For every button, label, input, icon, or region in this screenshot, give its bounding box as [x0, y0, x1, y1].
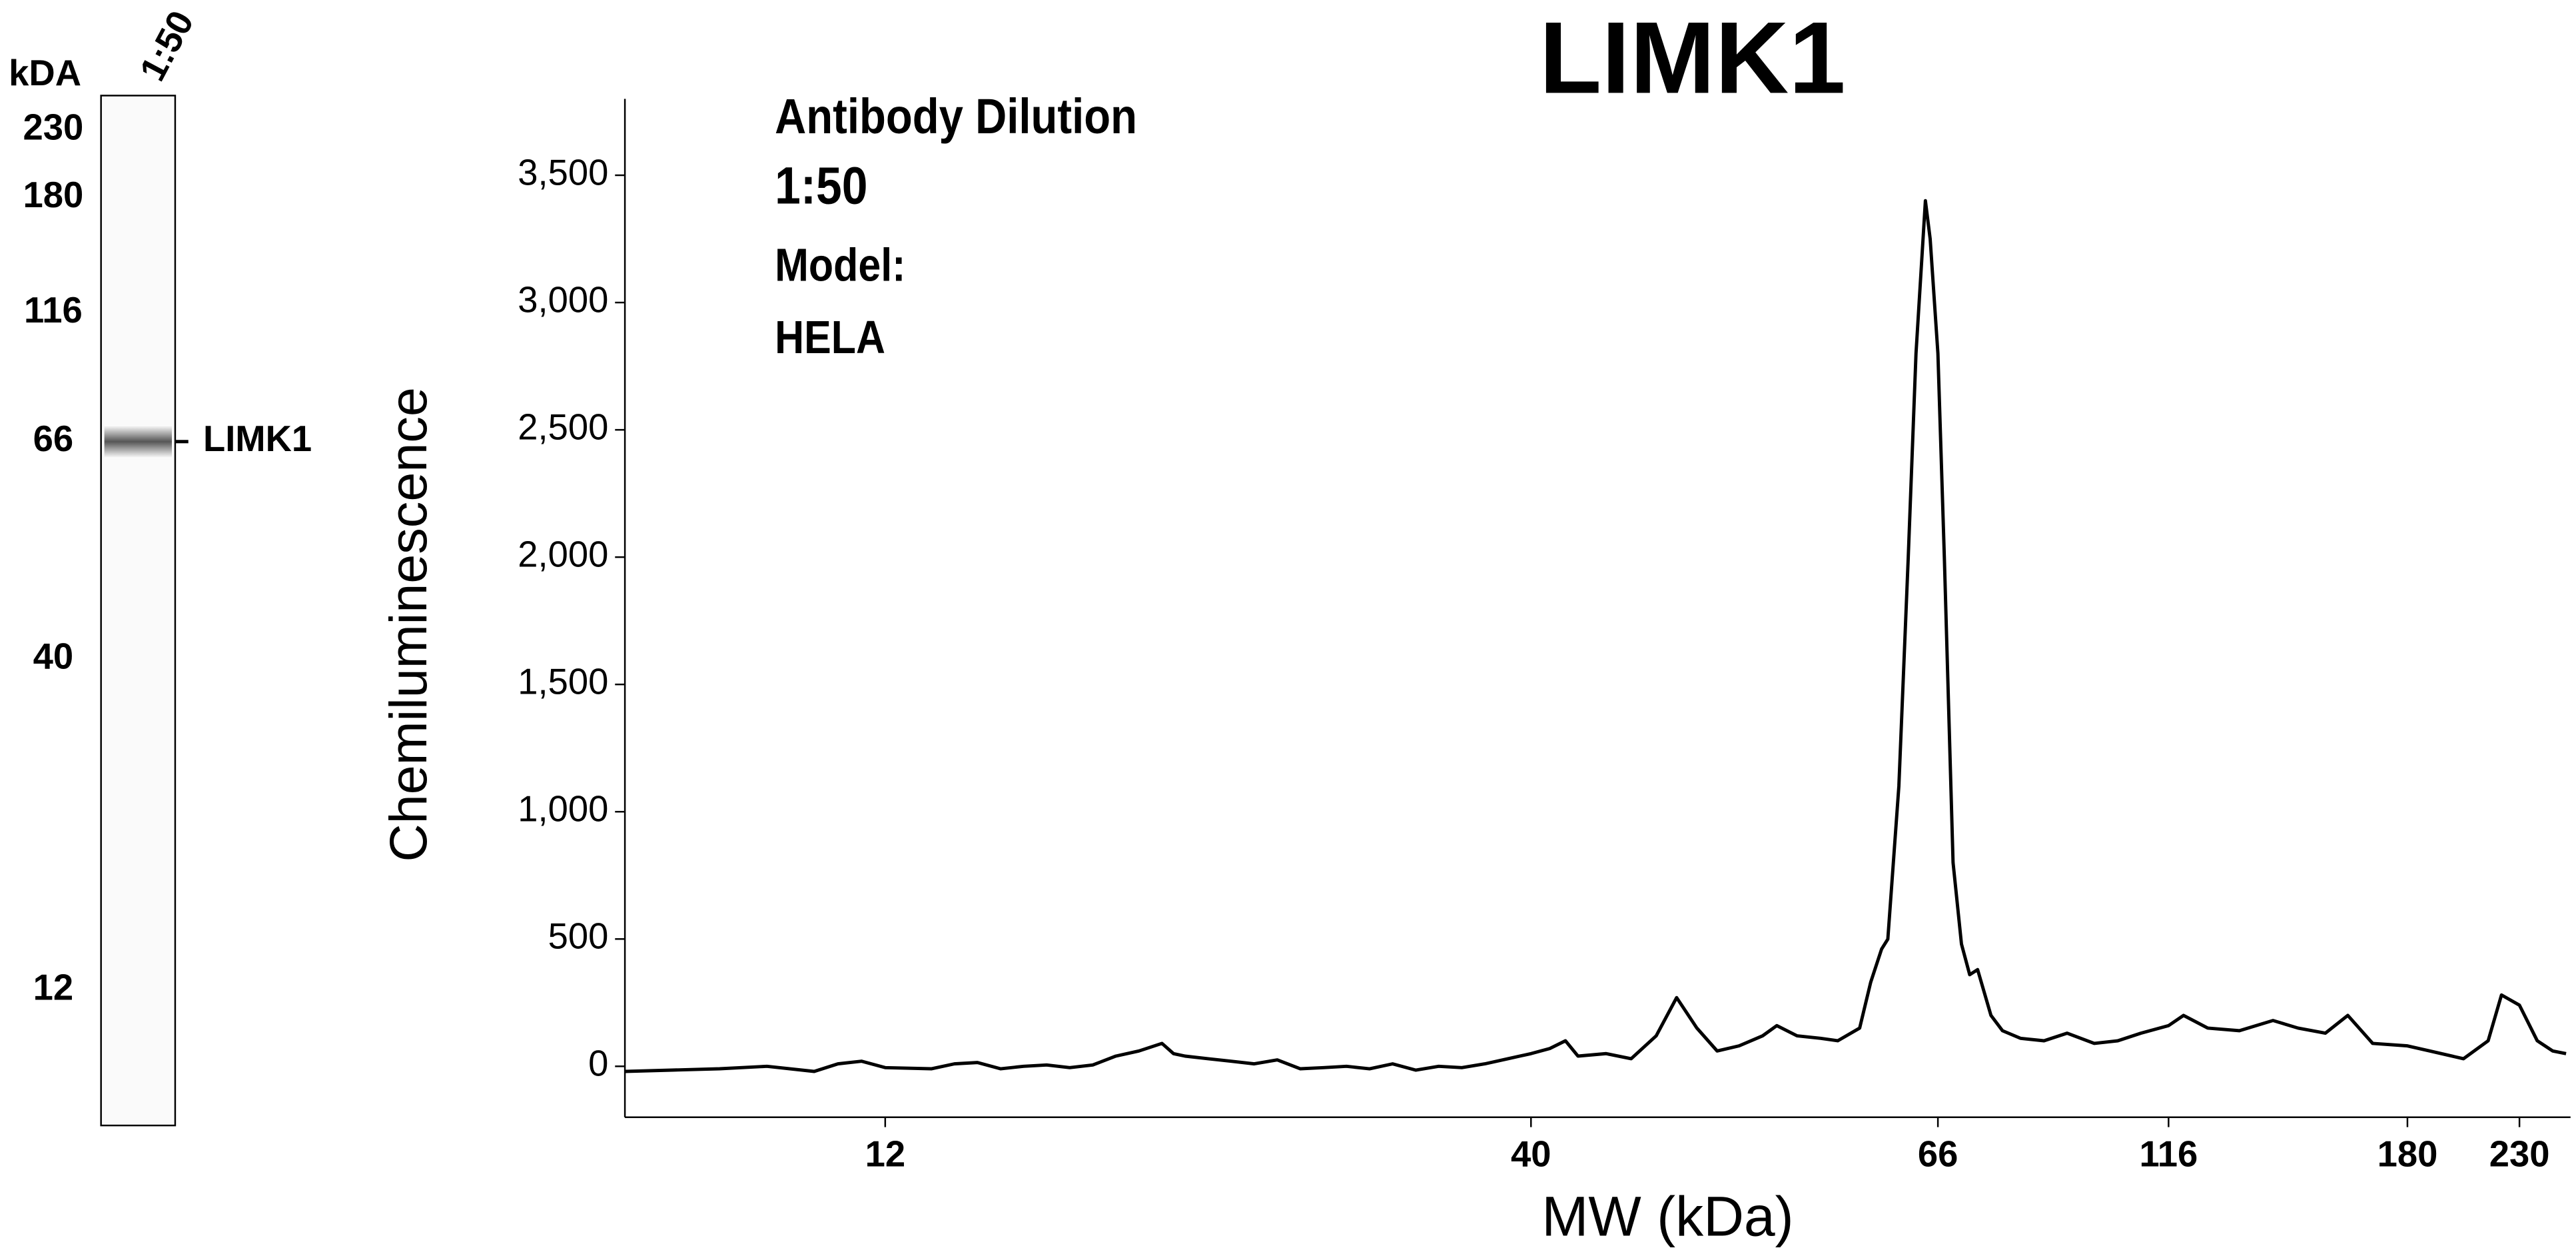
x-axis-label: MW (kDa)	[1541, 1185, 1793, 1248]
trace-line	[625, 199, 2567, 1073]
band-label: LIMK1	[203, 418, 312, 459]
marker-label: 230	[23, 107, 84, 148]
marker-label: 66	[33, 418, 74, 459]
kda-label: kDA	[9, 53, 81, 93]
annotation: Antibody Dilution	[775, 89, 1137, 144]
y-tick-label: 3,500	[518, 152, 608, 193]
lane-label: 1:50	[132, 4, 202, 87]
annotation: HELA	[775, 312, 885, 364]
annotation: Model:	[775, 239, 905, 291]
x-tick-label: 180	[2377, 1133, 2438, 1174]
y-tick-label: 1,500	[518, 662, 608, 702]
x-tick-label: 12	[865, 1133, 906, 1174]
marker-label: 12	[33, 967, 74, 1008]
y-axis-label: Chemiluminescence	[378, 387, 438, 862]
marker-label: 40	[33, 636, 74, 677]
y-tick-label: 2,500	[518, 406, 608, 447]
x-tick-label: 40	[1511, 1133, 1551, 1174]
blot-band	[104, 425, 173, 458]
y-tick-label: 500	[548, 916, 609, 957]
y-tick-label: 0	[588, 1043, 608, 1084]
y-tick-label: 3,000	[518, 279, 608, 320]
y-tick-label: 1,000	[518, 789, 608, 830]
marker-label: 180	[23, 175, 84, 215]
annotation: 1:50	[775, 156, 867, 215]
x-tick-label: 116	[2139, 1133, 2198, 1174]
x-tick-label: 66	[1918, 1133, 1958, 1174]
marker-label: 116	[24, 290, 83, 330]
x-tick-label: 230	[2489, 1133, 2550, 1174]
blot-lane	[100, 95, 177, 1127]
y-tick-label: 2,000	[518, 534, 608, 575]
chart-title: LIMK1	[1539, 1, 1846, 115]
